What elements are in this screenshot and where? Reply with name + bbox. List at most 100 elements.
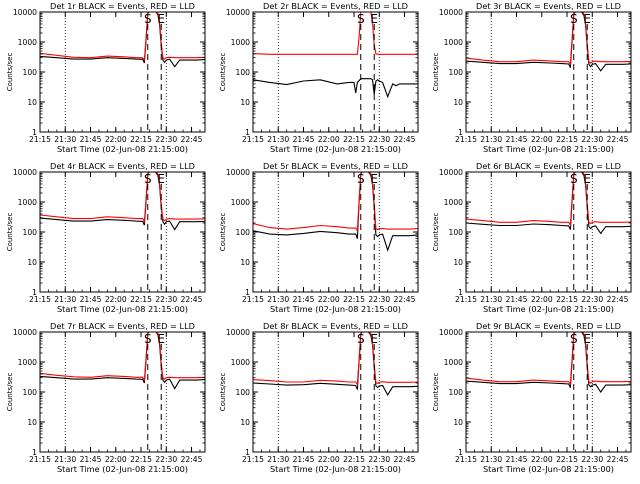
x-tick-label: 21:45 [293,455,315,464]
y-tick-label: 1000 [18,358,37,367]
x-tick-label: 21:30 [54,135,76,144]
x-tick-label: 22:30 [368,135,390,144]
y-tick-label: 1 [32,448,37,457]
y-tick-label: 10 [240,98,250,107]
plot-frame [465,171,632,293]
y-tick-label: 10000 [226,8,250,17]
marker-label-e: E [370,12,378,26]
y-tick-label: 1000 [231,38,250,47]
plot-area [253,332,418,397]
series-line-lld [40,332,205,382]
x-tick-label: 22:30 [581,295,603,304]
y-tick-label: 10000 [439,168,463,177]
marker-label-s: S [357,172,365,186]
marker-label-e: E [583,12,591,26]
x-tick-label: 22:30 [581,455,603,464]
x-tick-label: 21:30 [480,295,502,304]
x-tick-label: 21:45 [293,295,315,304]
series-line-lld [466,12,631,66]
x-tick-label: 22:15 [556,135,578,144]
x-tick-label: 22:45 [394,135,416,144]
x-axis-label: Start Time (02-Jun-08 21:15:00) [270,144,401,154]
plot-frame [465,11,632,133]
marker-label-s: S [570,172,578,186]
y-axis-label: Counts/sec [219,53,227,92]
plot-area [466,332,631,393]
y-tick-label: 1 [32,128,37,137]
marker-label-s: S [144,332,152,346]
y-tick-label: 10 [453,418,463,427]
x-tick-label: 21:30 [267,295,289,304]
y-tick-label: 10 [453,98,463,107]
series-line-events [466,12,631,72]
y-tick-label: 10 [453,258,463,267]
y-tick-label: 100 [23,68,38,77]
plot-frame [39,331,206,453]
x-axis-label: Start Time (02-Jun-08 21:15:00) [57,304,188,314]
x-tick-label: 22:00 [531,455,553,464]
y-tick-label: 100 [449,388,464,397]
panel-title: Det 6r BLACK = Events, RED = LLD [476,161,621,171]
y-tick-label: 1 [458,448,463,457]
plot-frame [252,11,419,133]
x-tick-label: 22:00 [531,135,553,144]
y-tick-label: 10000 [13,328,37,337]
y-tick-label: 1000 [444,358,463,367]
x-tick-label: 22:15 [556,455,578,464]
panel-title: Det 2r BLACK = Events, RED = LLD [263,1,408,11]
y-tick-label: 10 [240,258,250,267]
x-tick-label: 22:30 [155,455,177,464]
plot-frame [252,171,419,293]
x-tick-label: 22:15 [130,455,152,464]
x-tick-label: 22:30 [155,295,177,304]
x-tick-label: 22:15 [556,295,578,304]
x-tick-label: 22:15 [343,455,365,464]
marker-label-e: E [157,172,165,186]
series-line-events [253,172,418,252]
y-tick-label: 10 [240,418,250,427]
x-tick-label: 22:00 [105,135,127,144]
x-tick-label: 22:45 [394,455,416,464]
plot-frame [252,331,419,453]
panel-title: Det 3r BLACK = Events, RED = LLD [476,1,621,11]
plot-frame [39,11,206,133]
x-axis-label: Start Time (02-Jun-08 21:15:00) [57,144,188,154]
y-axis-label: Counts/sec [432,213,440,252]
x-tick-label: 22:15 [130,295,152,304]
plot-area [253,12,418,99]
marker-label-s: S [357,332,365,346]
x-tick-label: 21:30 [267,455,289,464]
y-tick-label: 10000 [439,8,463,17]
x-tick-label: 22:15 [130,135,152,144]
y-tick-label: 100 [236,228,251,237]
marker-label-e: E [370,332,378,346]
y-tick-label: 100 [449,68,464,77]
x-axis-label: Start Time (02-Jun-08 21:15:00) [483,144,614,154]
x-tick-label: 22:45 [394,295,416,304]
series-line-events [40,172,205,231]
x-tick-label: 21:15 [242,295,264,304]
marker-label-e: E [157,12,165,26]
x-tick-label: 22:00 [105,455,127,464]
x-tick-label: 21:45 [80,455,102,464]
y-tick-label: 1 [245,128,250,137]
x-tick-label: 21:15 [29,295,51,304]
x-tick-label: 21:30 [480,455,502,464]
y-tick-label: 10 [27,418,37,427]
marker-label-s: S [570,12,578,26]
x-tick-label: 22:00 [318,295,340,304]
series-line-lld [253,332,418,387]
x-tick-label: 21:15 [455,295,477,304]
x-axis-label: Start Time (02-Jun-08 21:15:00) [270,464,401,474]
x-tick-label: 22:30 [155,135,177,144]
series-line-events [253,332,418,397]
x-axis-label: Start Time (02-Jun-08 21:15:00) [270,304,401,314]
x-tick-label: 21:15 [29,135,51,144]
